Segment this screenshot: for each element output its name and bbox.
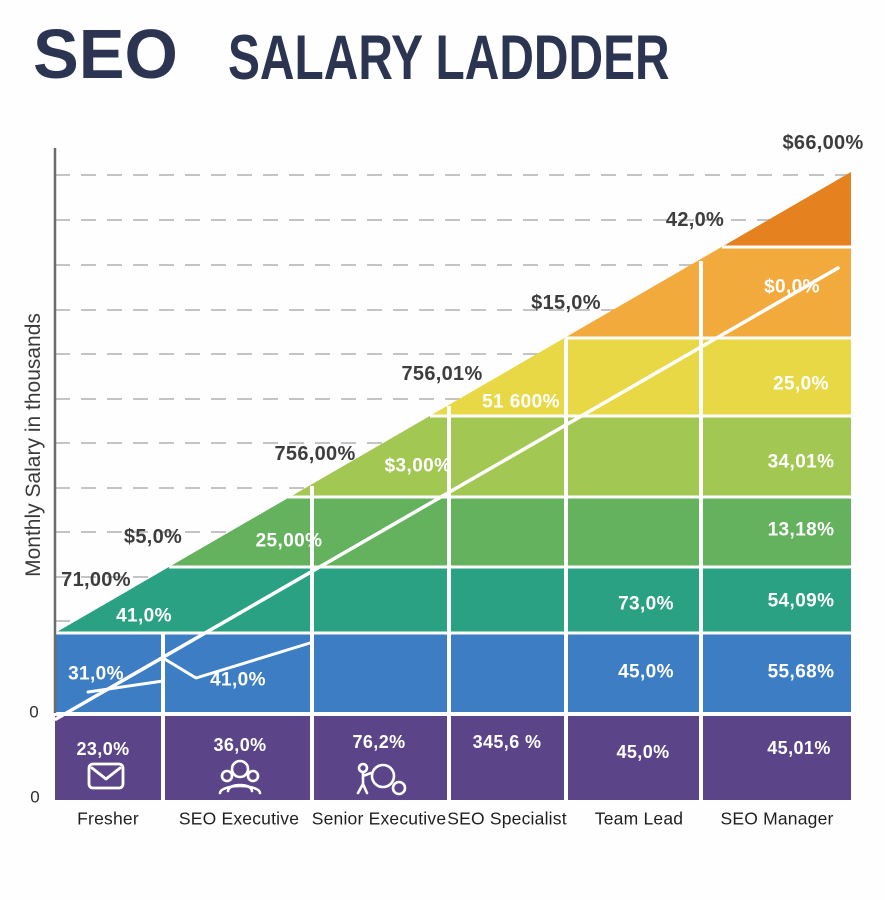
x-label-seo-specialist: SEO Specialist (447, 808, 567, 829)
y-tick-zero-lower: 0 (30, 787, 40, 807)
x-label-fresher: Fresher (77, 808, 139, 829)
x-label-team-lead: Team Lead (594, 808, 684, 829)
cell-label-yellow-col6: 25,0% (773, 373, 829, 395)
page-title-rest: SALARY LADDDER (228, 23, 670, 93)
trend-line (54, 266, 840, 721)
band-darkorange (55, 172, 851, 247)
row-blue (55, 633, 851, 712)
person-search-icon (356, 762, 407, 796)
step-label-seo-executive: $5,0% (123, 526, 183, 548)
base-label-seo-specialist: 345,6 % (472, 732, 542, 752)
step-label-seo-specialist: 756,01% (401, 363, 483, 385)
cell-label-green-col6: 13,18% (767, 519, 835, 541)
row-purple (55, 716, 851, 800)
x-label-senior-executive: Senior Executive (311, 808, 447, 829)
cell-label-blue-col2: 41,0% (210, 669, 266, 691)
cell-label-teal-col6: 54,09% (767, 590, 835, 612)
zigzag-line (86, 641, 312, 694)
ladder-bands (55, 172, 851, 633)
step-label-team-lead: $15,0% (531, 292, 601, 314)
band-orange (55, 247, 851, 338)
step-label-senior-executive: 756,00% (274, 443, 356, 465)
cell-label-blue-col5: 45,0% (618, 661, 674, 683)
base-label-senior-executive: 76,2% (352, 732, 406, 752)
step-label-seo-manager: 42,0% (665, 209, 725, 231)
band-teal (55, 567, 851, 633)
cell-label-green-col2: 25,00% (255, 530, 323, 552)
base-label-team-lead: 45,0% (616, 742, 670, 762)
base-label-seo-manager: 45,01% (767, 738, 831, 758)
step-label-fresher: 71,00% (61, 569, 131, 591)
envelope-icon (87, 762, 125, 790)
cell-label-blue-col6: 55,68% (767, 661, 835, 683)
cell-label-orange-col6: $0,0% (764, 276, 820, 298)
page-title-seo: SEO (33, 15, 178, 93)
cell-label-lightgreen-col6: 34,01% (767, 451, 835, 473)
column-dividers (161, 261, 703, 800)
y-axis-title: Monthly Salary in thousands (22, 313, 45, 577)
y-tick-zero-upper: 0 (29, 702, 39, 722)
cell-label-teal-col5: 73,0% (618, 593, 674, 615)
band-lightgreen (55, 416, 851, 497)
base-label-seo-executive: 36,0% (213, 735, 267, 755)
x-label-seo-executive: SEO Executive (178, 808, 300, 829)
team-icon (218, 759, 262, 795)
cell-label-teal-col1: 41,0% (116, 605, 172, 627)
cell-label-lightgreen-col3: $3,00% (384, 455, 452, 477)
step-label-top: $66,00% (782, 132, 864, 154)
cell-label-blue-col1: 31,0% (68, 663, 124, 685)
cell-label-yellow-col4: 51 600% (482, 391, 560, 413)
x-label-seo-manager: SEO Manager (720, 808, 834, 829)
base-label-fresher: 23,0% (76, 739, 130, 759)
band-separators (55, 245, 851, 635)
